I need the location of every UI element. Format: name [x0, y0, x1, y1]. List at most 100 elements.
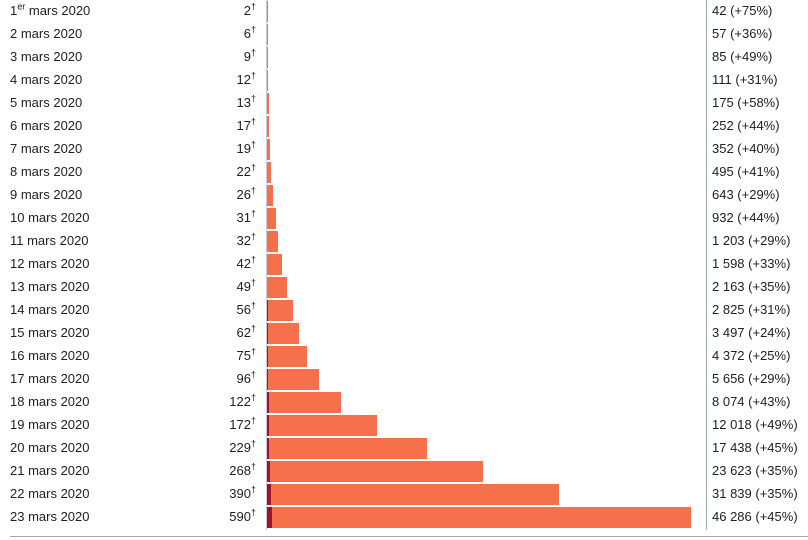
dagger-mark: †: [250, 1, 256, 12]
chart-row: 5 mars 2020 13† 175 (+58%): [0, 92, 808, 115]
cases-bar: [267, 346, 308, 367]
date-label: 9 mars 2020: [10, 187, 82, 203]
date-label: 15 mars 2020: [10, 325, 90, 341]
deaths-label: 32†: [150, 232, 256, 249]
date-label-text: 6 mars 2020: [10, 118, 83, 133]
deaths-label: 42†: [150, 254, 256, 272]
cases-label: 42 (+75%): [712, 3, 773, 18]
date-label: 2 mars 2020: [10, 26, 82, 42]
cases-bar: [267, 139, 271, 160]
cases-label: 175 (+58%): [712, 95, 780, 110]
date-label: 11 mars 2020: [10, 233, 89, 249]
deaths-bar: [267, 484, 271, 505]
deaths-value: 12: [236, 72, 251, 87]
deaths-bar: [267, 300, 268, 321]
deaths-label: 268†: [150, 462, 256, 479]
date-label: 17 mars 2020: [10, 371, 90, 387]
dagger-mark: †: [250, 438, 256, 449]
chart-row: 6 mars 2020 17† 252 (+44%): [0, 115, 808, 138]
dagger-mark: †: [250, 254, 256, 265]
dagger-mark: †: [250, 277, 256, 288]
dagger-mark: †: [250, 162, 256, 173]
cases-label: 57 (+36%): [712, 26, 773, 41]
deaths-label: 96†: [150, 369, 256, 387]
deaths-value: 31: [236, 210, 251, 225]
dagger-mark: †: [250, 70, 256, 81]
cases-bar: [267, 24, 269, 45]
dagger-mark: †: [250, 93, 256, 104]
cases-bar: [269, 415, 378, 436]
date-label-text: 8 mars 2020: [10, 164, 83, 179]
dagger-mark: †: [250, 116, 256, 127]
chart-row: 16 mars 2020 75† 4 372 (+25%): [0, 345, 808, 368]
deaths-bar: [267, 392, 269, 413]
bar-track: [267, 323, 707, 344]
date-label: 12 mars 2020: [10, 256, 90, 272]
bar-track: [267, 1, 707, 22]
dagger-mark: †: [250, 47, 256, 58]
date-label-text: 4 mars 2020: [10, 72, 83, 87]
chart-row: 20 mars 2020 229† 17 438 (+45%): [0, 437, 808, 460]
date-label-text: 9 mars 2020: [10, 187, 83, 202]
cases-label: 1 598 (+33%): [712, 256, 791, 271]
date-label: 8 mars 2020: [10, 164, 82, 180]
chart-row: 21 mars 2020 268† 23 623 (+35%): [0, 460, 808, 483]
cases-label: 23 623 (+35%): [712, 463, 798, 478]
deaths-label: 12†: [150, 70, 256, 88]
deaths-bar: [267, 415, 269, 436]
cases-label: 46 286 (+45%): [712, 509, 798, 524]
deaths-value: 268: [229, 463, 251, 478]
deaths-bar: [267, 438, 270, 459]
deaths-label: 17†: [150, 116, 256, 134]
chart-row: 4 mars 2020 12† 111 (+31%): [0, 69, 808, 92]
date-label: 14 mars 2020: [10, 302, 90, 318]
bar-track: [267, 484, 707, 505]
date-label: 19 mars 2020: [10, 417, 90, 433]
date-label-text: 19 mars 2020: [10, 417, 90, 432]
date-label-text: 3 mars 2020: [10, 49, 83, 64]
chart-row: 12 mars 2020 42† 1 598 (+33%): [0, 253, 808, 276]
deaths-value: 122: [229, 394, 251, 409]
deaths-label: 590†: [150, 508, 256, 525]
bar-track: [267, 24, 707, 45]
deaths-label: 13†: [150, 93, 256, 111]
date-label: 3 mars 2020: [10, 49, 82, 65]
deaths-value: 2: [243, 3, 251, 18]
dagger-mark: †: [250, 415, 256, 426]
bar-track: [267, 47, 707, 68]
deaths-value: 22: [236, 164, 251, 179]
date-label: 20 mars 2020: [10, 440, 90, 456]
bar-track: [267, 461, 707, 482]
dagger-mark: †: [250, 369, 256, 380]
bar-track: [267, 116, 707, 137]
deaths-value: 75: [236, 348, 251, 363]
cases-bar: [267, 208, 276, 229]
deaths-label: 229†: [150, 438, 256, 456]
cases-label: 352 (+40%): [712, 141, 780, 156]
cases-bar: [272, 507, 691, 528]
right-divider-line: [706, 0, 707, 530]
deaths-label: 31†: [150, 209, 256, 226]
deaths-value: 229: [229, 440, 251, 455]
cases-bar: [270, 484, 559, 505]
date-label: 16 mars 2020: [10, 348, 90, 364]
deaths-label: 6†: [150, 25, 256, 42]
deaths-value: 172: [229, 417, 251, 432]
cases-label: 2 163 (+35%): [712, 279, 791, 294]
date-label-text: 14 mars 2020: [10, 302, 90, 317]
cases-bar: [267, 1, 268, 22]
cases-label: 31 839 (+35%): [712, 486, 798, 501]
date-label: 6 mars 2020: [10, 118, 82, 134]
date-label-text: 2 mars 2020: [10, 26, 83, 41]
chart-row: 14 mars 2020 56† 2 825 (+31%): [0, 299, 808, 322]
date-label-text: 20 mars 2020: [10, 440, 90, 455]
cases-bar: [267, 369, 319, 390]
cases-label: 495 (+41%): [712, 164, 780, 179]
cases-bar: [267, 70, 269, 91]
date-label: 18 mars 2020: [10, 394, 90, 410]
date-label-text: 13 mars 2020: [10, 279, 90, 294]
deaths-label: 2†: [150, 1, 256, 19]
deaths-value: 13: [236, 95, 251, 110]
cases-label: 85 (+49%): [712, 49, 773, 64]
date-label-text: 17 mars 2020: [10, 371, 90, 386]
